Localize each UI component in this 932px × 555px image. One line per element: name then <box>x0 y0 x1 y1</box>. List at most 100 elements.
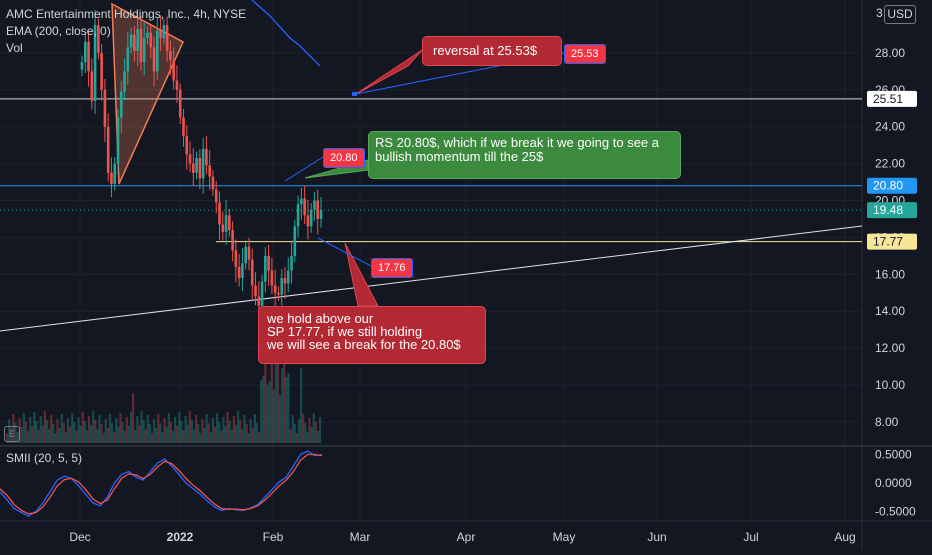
price-tag-20-80[interactable]: 20.80 <box>323 148 365 168</box>
candle[interactable] <box>303 198 306 216</box>
candle[interactable] <box>175 80 179 90</box>
candle[interactable] <box>218 202 221 225</box>
candle[interactable] <box>126 47 130 72</box>
candle[interactable] <box>237 266 241 278</box>
candle[interactable] <box>273 285 277 293</box>
candle[interactable] <box>97 25 100 53</box>
candle[interactable] <box>309 209 313 227</box>
candle[interactable] <box>270 270 274 286</box>
volume-bar <box>60 414 63 443</box>
volume-bar <box>218 422 221 443</box>
candle[interactable] <box>152 47 156 72</box>
candle[interactable] <box>87 41 90 72</box>
candle[interactable] <box>133 34 136 52</box>
candle[interactable] <box>159 30 162 39</box>
candle[interactable] <box>172 60 175 81</box>
volume-bar <box>264 349 267 443</box>
price-axis-label[interactable]: 25.51 <box>873 92 903 106</box>
candle[interactable] <box>231 230 234 251</box>
candle[interactable] <box>205 148 208 166</box>
price-axis-label[interactable]: 19.48 <box>873 203 903 217</box>
candle[interactable] <box>110 172 113 184</box>
candle[interactable] <box>116 117 120 164</box>
candle[interactable] <box>296 204 300 227</box>
candle[interactable] <box>146 32 149 39</box>
price-axis-label[interactable]: 20.80 <box>873 179 903 193</box>
triangle-pattern[interactable] <box>111 2 184 185</box>
candle[interactable] <box>142 38 146 63</box>
candle[interactable] <box>286 270 290 284</box>
candle[interactable] <box>113 163 117 184</box>
candle[interactable] <box>123 71 126 92</box>
candle[interactable] <box>316 200 320 219</box>
candle[interactable] <box>169 51 172 61</box>
candle[interactable] <box>100 52 103 90</box>
candle[interactable] <box>208 165 211 177</box>
candle[interactable] <box>300 198 303 205</box>
candle[interactable] <box>306 215 310 227</box>
candle[interactable] <box>93 25 97 101</box>
candle[interactable] <box>195 158 198 173</box>
price-tag-25-53[interactable]: 25.53 <box>564 44 606 64</box>
candle[interactable] <box>260 281 264 306</box>
candle[interactable] <box>188 154 192 164</box>
candle[interactable] <box>244 246 247 264</box>
candle[interactable] <box>106 126 110 173</box>
candle[interactable] <box>156 30 159 72</box>
candle[interactable] <box>182 117 185 136</box>
candle[interactable] <box>201 148 205 179</box>
candle[interactable] <box>257 296 261 306</box>
earnings-badge-icon[interactable]: E <box>4 426 20 442</box>
candle[interactable] <box>162 25 166 39</box>
candle[interactable] <box>267 255 270 271</box>
symbol-title[interactable]: AMC Entertainment Holdings, Inc., 4h, NY… <box>6 7 247 21</box>
candle[interactable] <box>80 62 84 70</box>
price-axis-label[interactable]: 17.77 <box>873 235 903 249</box>
candle[interactable] <box>224 215 228 232</box>
candle[interactable] <box>90 71 94 101</box>
candle[interactable] <box>165 25 169 52</box>
candle[interactable] <box>254 285 257 297</box>
candle[interactable] <box>313 200 316 210</box>
candle[interactable] <box>119 91 123 118</box>
candle[interactable] <box>149 32 153 48</box>
candle[interactable] <box>129 34 133 48</box>
currency-button[interactable]: USD <box>884 5 916 24</box>
candle[interactable] <box>221 224 225 232</box>
candle[interactable] <box>277 292 280 295</box>
candle[interactable] <box>241 263 244 278</box>
candle[interactable] <box>264 255 267 282</box>
volume-bar <box>153 419 156 443</box>
candle[interactable] <box>247 246 251 260</box>
candle[interactable] <box>83 41 87 63</box>
candle[interactable] <box>214 189 218 203</box>
candle[interactable] <box>283 277 287 284</box>
candle[interactable] <box>290 255 293 271</box>
resistance-note[interactable]: RS 20.80$, which if we break it we going… <box>368 131 681 179</box>
candle[interactable] <box>136 28 139 52</box>
volume-bar <box>119 413 122 443</box>
candle[interactable] <box>185 135 189 155</box>
reversal-note[interactable]: reversal at 25.53$ <box>422 36 562 66</box>
ema-legend[interactable]: EMA (200, close, 0) <box>6 24 111 38</box>
candle[interactable] <box>198 158 202 179</box>
candle[interactable] <box>280 277 284 295</box>
candle[interactable] <box>250 259 254 286</box>
smii-legend[interactable]: SMII (20, 5, 5) <box>6 451 83 465</box>
vol-legend[interactable]: Vol <box>6 41 23 55</box>
candle[interactable] <box>139 28 143 63</box>
candle[interactable] <box>234 250 238 267</box>
candle[interactable] <box>192 163 195 173</box>
support-note[interactable]: we hold above our SP 17.77, if we still … <box>258 306 486 364</box>
candle[interactable] <box>211 176 215 190</box>
candle[interactable] <box>178 89 182 118</box>
candle[interactable] <box>293 226 297 256</box>
volume-bar <box>279 395 282 443</box>
candle[interactable] <box>319 210 323 219</box>
candle[interactable] <box>228 215 231 231</box>
price-tag-17-76[interactable]: 17.76 <box>371 258 413 278</box>
candle[interactable] <box>103 89 107 127</box>
trendline-rising[interactable] <box>0 225 863 332</box>
